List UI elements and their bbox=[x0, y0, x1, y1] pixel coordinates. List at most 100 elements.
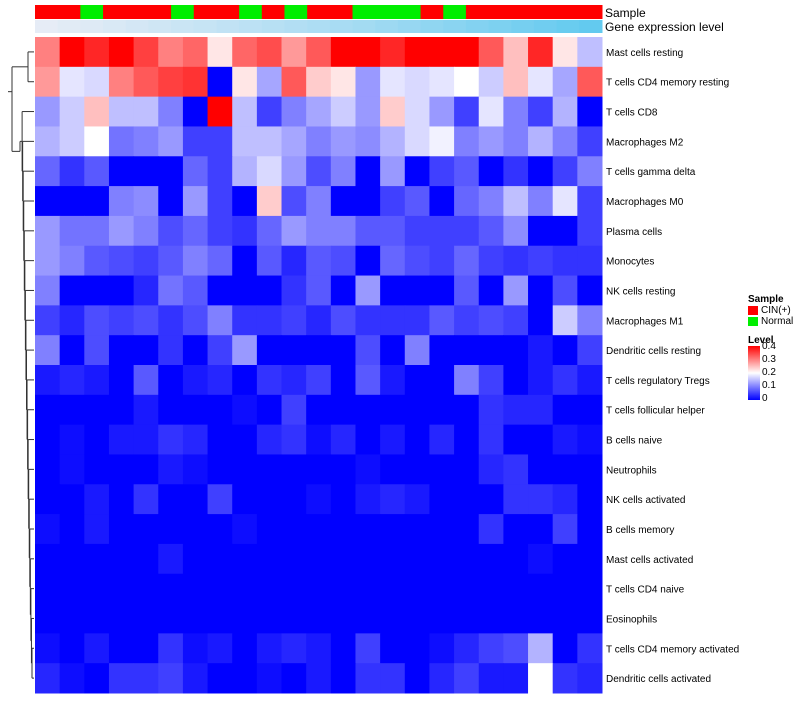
heatmap-cell bbox=[59, 543, 85, 575]
heatmap-cell bbox=[528, 245, 554, 277]
heatmap-cell bbox=[281, 365, 307, 396]
heatmap-cell bbox=[528, 454, 554, 485]
heatmap-cell bbox=[306, 663, 332, 694]
heatmap-cell bbox=[306, 543, 332, 575]
expression-annotation-cell bbox=[216, 20, 240, 33]
heatmap-cell bbox=[232, 215, 258, 247]
row-label: T cells CD4 memory activated bbox=[606, 644, 739, 655]
heatmap-cell bbox=[232, 543, 258, 575]
heatmap-cell bbox=[281, 215, 307, 247]
heatmap-cell bbox=[84, 186, 110, 217]
heatmap-cell bbox=[232, 66, 258, 98]
row-label: Dendritic cells activated bbox=[606, 674, 711, 685]
heatmap-cell bbox=[330, 156, 356, 187]
row-label: T cells regulatory Tregs bbox=[606, 376, 710, 387]
heatmap-cell bbox=[429, 96, 455, 127]
heatmap-cell bbox=[158, 573, 184, 605]
row-label: NK cells resting bbox=[606, 286, 675, 297]
heatmap-cell bbox=[35, 454, 61, 485]
heatmap-cell bbox=[454, 126, 480, 157]
heatmap-cell bbox=[355, 573, 381, 605]
heatmap-cell bbox=[182, 543, 209, 575]
heatmap-cell bbox=[84, 215, 110, 247]
heatmap-cell bbox=[207, 573, 233, 605]
heatmap-cell bbox=[84, 275, 110, 306]
heatmap-cell bbox=[133, 394, 159, 426]
heatmap-cell bbox=[306, 186, 332, 217]
heatmap-cell bbox=[133, 603, 159, 634]
level-tick: 0.4 bbox=[762, 341, 776, 352]
heatmap-cell bbox=[133, 663, 159, 694]
heatmap-cell bbox=[133, 215, 159, 247]
heatmap-cell bbox=[454, 245, 480, 277]
heatmap-cell bbox=[577, 424, 603, 455]
heatmap-cell bbox=[306, 156, 332, 187]
heatmap-cell bbox=[380, 454, 406, 485]
heatmap-cell bbox=[528, 603, 554, 634]
heatmap-cell bbox=[503, 514, 529, 545]
heatmap-cell bbox=[207, 126, 233, 157]
heatmap-cell bbox=[232, 96, 258, 127]
heatmap-cell bbox=[207, 66, 233, 98]
heatmap-cell bbox=[207, 186, 233, 217]
heatmap-cell bbox=[478, 186, 504, 217]
sample-annotation-cell bbox=[284, 5, 308, 19]
heatmap-cell bbox=[503, 335, 529, 366]
heatmap-cell bbox=[158, 335, 184, 366]
heatmap-cell bbox=[182, 573, 209, 605]
heatmap-cell bbox=[355, 305, 381, 336]
heatmap-cell bbox=[355, 394, 381, 426]
heatmap-cell bbox=[182, 126, 209, 157]
heatmap-cell bbox=[429, 305, 455, 336]
heatmap-cell bbox=[207, 424, 233, 455]
row-label: Mast cells activated bbox=[606, 555, 693, 566]
heatmap-cell bbox=[552, 543, 578, 575]
heatmap-cell bbox=[429, 66, 455, 98]
heatmap-cell bbox=[84, 305, 110, 336]
heatmap-cell bbox=[503, 454, 529, 485]
heatmap-cell bbox=[454, 275, 480, 306]
heatmap-cell bbox=[256, 633, 283, 664]
heatmap-cell bbox=[232, 454, 258, 485]
heatmap-cell bbox=[528, 424, 554, 455]
heatmap-cell bbox=[59, 335, 85, 366]
heatmap-cell bbox=[552, 514, 578, 545]
heatmap-cell bbox=[503, 573, 529, 605]
heatmap-cell bbox=[133, 365, 159, 396]
legend-item-normal: Normal bbox=[748, 316, 793, 327]
heatmap-cell bbox=[59, 305, 85, 336]
heatmap-cell bbox=[182, 484, 209, 515]
heatmap-cell bbox=[380, 603, 406, 634]
heatmap-cell bbox=[256, 96, 283, 127]
heatmap-cell bbox=[84, 96, 110, 127]
heatmap-cell bbox=[133, 514, 159, 545]
heatmap-cell bbox=[256, 454, 283, 485]
heatmap-cell bbox=[404, 305, 430, 336]
heatmap-cell bbox=[281, 156, 307, 187]
heatmap-cell bbox=[454, 484, 480, 515]
heatmap-cell bbox=[84, 484, 110, 515]
row-label: T cells CD4 naive bbox=[606, 585, 685, 596]
heatmap-cell bbox=[429, 156, 455, 187]
heatmap-cell bbox=[158, 365, 184, 396]
heatmap-cell bbox=[133, 454, 159, 485]
heatmap-cell bbox=[404, 37, 430, 68]
heatmap-cell bbox=[429, 126, 455, 157]
heatmap-cell bbox=[478, 573, 504, 605]
heatmap-cell bbox=[355, 275, 381, 306]
sample-annotation-cell bbox=[103, 5, 127, 19]
heatmap-cell bbox=[35, 37, 61, 68]
heatmap-cell bbox=[158, 96, 184, 127]
heatmap-cell bbox=[404, 633, 430, 664]
heatmap-cell bbox=[281, 186, 307, 217]
heatmap-cell bbox=[404, 573, 430, 605]
heatmap-cell bbox=[380, 275, 406, 306]
heatmap-cell bbox=[552, 126, 578, 157]
heatmap-cell bbox=[454, 365, 480, 396]
heatmap-cell bbox=[108, 663, 135, 694]
heatmap-cell bbox=[577, 96, 603, 127]
heatmap-cell bbox=[232, 603, 258, 634]
sample-annotation-cell bbox=[397, 5, 422, 19]
heatmap-cell bbox=[577, 275, 603, 306]
heatmap-cell bbox=[108, 633, 135, 664]
